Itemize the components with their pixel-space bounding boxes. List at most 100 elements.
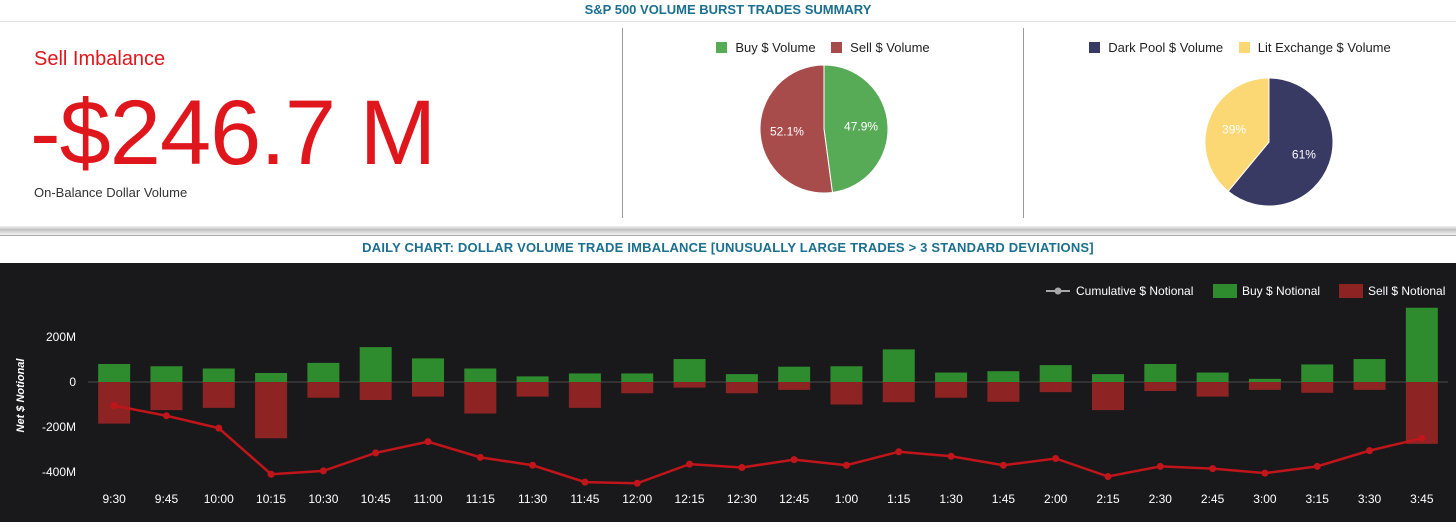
sell-bar <box>1248 382 1281 390</box>
sell-bar <box>1301 382 1334 393</box>
buy-bar <box>621 373 654 382</box>
sell-bar <box>359 382 392 400</box>
buy-bar <box>1353 359 1386 382</box>
buy-bar <box>359 347 392 382</box>
pie-slice <box>759 64 833 194</box>
cumulative-point <box>633 479 641 487</box>
y-tick-label: 200M <box>46 330 76 344</box>
cumulative-point <box>372 449 380 457</box>
imbalance-chart: 200M 0 -200M -400M Net $ Notional 9:30 9:45 10:… <box>0 263 1456 522</box>
sell-bar <box>987 382 1020 402</box>
x-tick-label: 3:15 <box>1306 492 1330 506</box>
sell-bar <box>673 382 706 388</box>
sell-bar <box>464 382 497 414</box>
sell-bar <box>1196 382 1229 397</box>
x-tick-label: 9:30 <box>102 492 126 506</box>
buy-bar <box>1039 365 1072 382</box>
buy-bar <box>1301 364 1334 382</box>
legend-label: Sell $ Volume <box>850 40 930 55</box>
cumulative-point <box>1313 462 1321 470</box>
sell-bar <box>882 382 915 403</box>
x-tick-label: 2:30 <box>1149 492 1173 506</box>
legend-label: Cumulative $ Notional <box>1076 284 1193 298</box>
legend-item-sell[interactable]: Sell $ Volume <box>831 40 930 55</box>
sell-bar <box>202 382 235 408</box>
x-tick-label: 10:00 <box>204 492 234 506</box>
x-tick-label: 11:15 <box>466 492 495 506</box>
buy-bar <box>516 376 549 382</box>
x-tick-label: 2:15 <box>1096 492 1120 506</box>
pie-slice-label: 61% <box>1292 148 1316 162</box>
buy-bar <box>1196 372 1229 382</box>
pie-slice <box>1204 77 1270 193</box>
cumulative-point <box>267 470 275 478</box>
sell-bar <box>830 382 863 405</box>
y-axis-label: Net $ Notional <box>15 358 27 433</box>
buy-bar <box>202 368 235 382</box>
sell-bar <box>935 382 968 398</box>
y-tick-label: -200M <box>42 420 76 434</box>
legend-item-buy[interactable]: Buy $ Volume <box>716 40 816 55</box>
cumulative-point <box>1418 434 1426 442</box>
kpi-panel: Sell Imbalance -$246.7 M On-Balance Doll… <box>0 24 620 224</box>
x-tick-label: 1:00 <box>835 492 859 506</box>
legend-item-lit-exchange[interactable]: Lit Exchange $ Volume <box>1238 40 1391 55</box>
x-tick-label: 11:30 <box>518 492 547 506</box>
legend-swatch <box>831 42 843 53</box>
sell-bar <box>1353 382 1386 390</box>
kpi-value: -$246.7 M <box>30 82 436 184</box>
sell-bar <box>778 382 811 390</box>
pie-slice <box>1227 77 1334 207</box>
cumulative-point <box>476 453 484 461</box>
panel-divider <box>622 28 623 218</box>
cumulative-point <box>790 456 798 464</box>
buy-bar <box>673 359 706 382</box>
legend-label: Sell $ Notional <box>1368 284 1445 298</box>
kpi-label: Sell Imbalance <box>34 48 166 70</box>
cumulative-line <box>113 404 1423 485</box>
x-tick-label: 3:00 <box>1253 492 1277 506</box>
buy-bar <box>935 372 968 382</box>
buy-sell-legend: Buy $ Volume Sell $ Volume <box>623 40 1023 55</box>
buy-bar <box>1092 374 1124 382</box>
y-tick-label: -400M <box>42 465 76 479</box>
cumulative-point <box>895 448 903 456</box>
cumulative-point <box>319 467 327 475</box>
x-tick-label: 9:45 <box>155 492 179 506</box>
cumulative-point <box>686 460 694 468</box>
legend-swatch-buy <box>1213 284 1237 298</box>
buy-bar <box>725 374 758 382</box>
legend-label: Buy $ Notional <box>1242 284 1320 298</box>
sell-bar <box>725 382 758 394</box>
section-separator <box>0 226 1456 236</box>
y-tick-label: 0 <box>69 375 76 389</box>
venue-pie: 61% 39% <box>1204 77 1334 207</box>
x-tick-label: 3:30 <box>1358 492 1382 506</box>
pie-slice-label: 39% <box>1222 122 1246 136</box>
x-tick-label: 3:45 <box>1410 492 1434 506</box>
x-tick-label: 11:00 <box>413 492 442 506</box>
sell-bar <box>412 382 444 397</box>
x-tick-label: 10:45 <box>361 492 391 506</box>
cumulative-point <box>1104 473 1112 480</box>
sell-bar <box>516 382 549 397</box>
buy-bar <box>568 373 601 382</box>
x-tick-label: 12:15 <box>675 492 705 506</box>
buy-bar <box>830 366 863 382</box>
cumulative-point <box>1366 447 1374 455</box>
buy-bar <box>307 362 340 382</box>
sell-bar <box>255 382 288 439</box>
venue-pie-panel: Dark Pool $ Volume Lit Exchange $ Volume… <box>1024 24 1456 224</box>
sell-bar <box>1144 382 1177 391</box>
legend-swatch <box>1089 42 1101 53</box>
legend-swatch <box>1238 42 1250 53</box>
buy-bar <box>882 349 915 382</box>
cumulative-point <box>1261 469 1269 477</box>
legend-item-dark-pool[interactable]: Dark Pool $ Volume <box>1089 40 1223 55</box>
cumulative-point <box>215 424 223 432</box>
legend-label: Dark Pool $ Volume <box>1108 40 1224 55</box>
legend-line-marker <box>1054 287 1062 295</box>
imbalance-chart-svg: 200M 0 -200M -400M Net $ Notional 9:30 9:45 10:… <box>15 284 1448 506</box>
cumulative-point <box>529 461 537 469</box>
cumulative-point <box>1052 455 1060 462</box>
